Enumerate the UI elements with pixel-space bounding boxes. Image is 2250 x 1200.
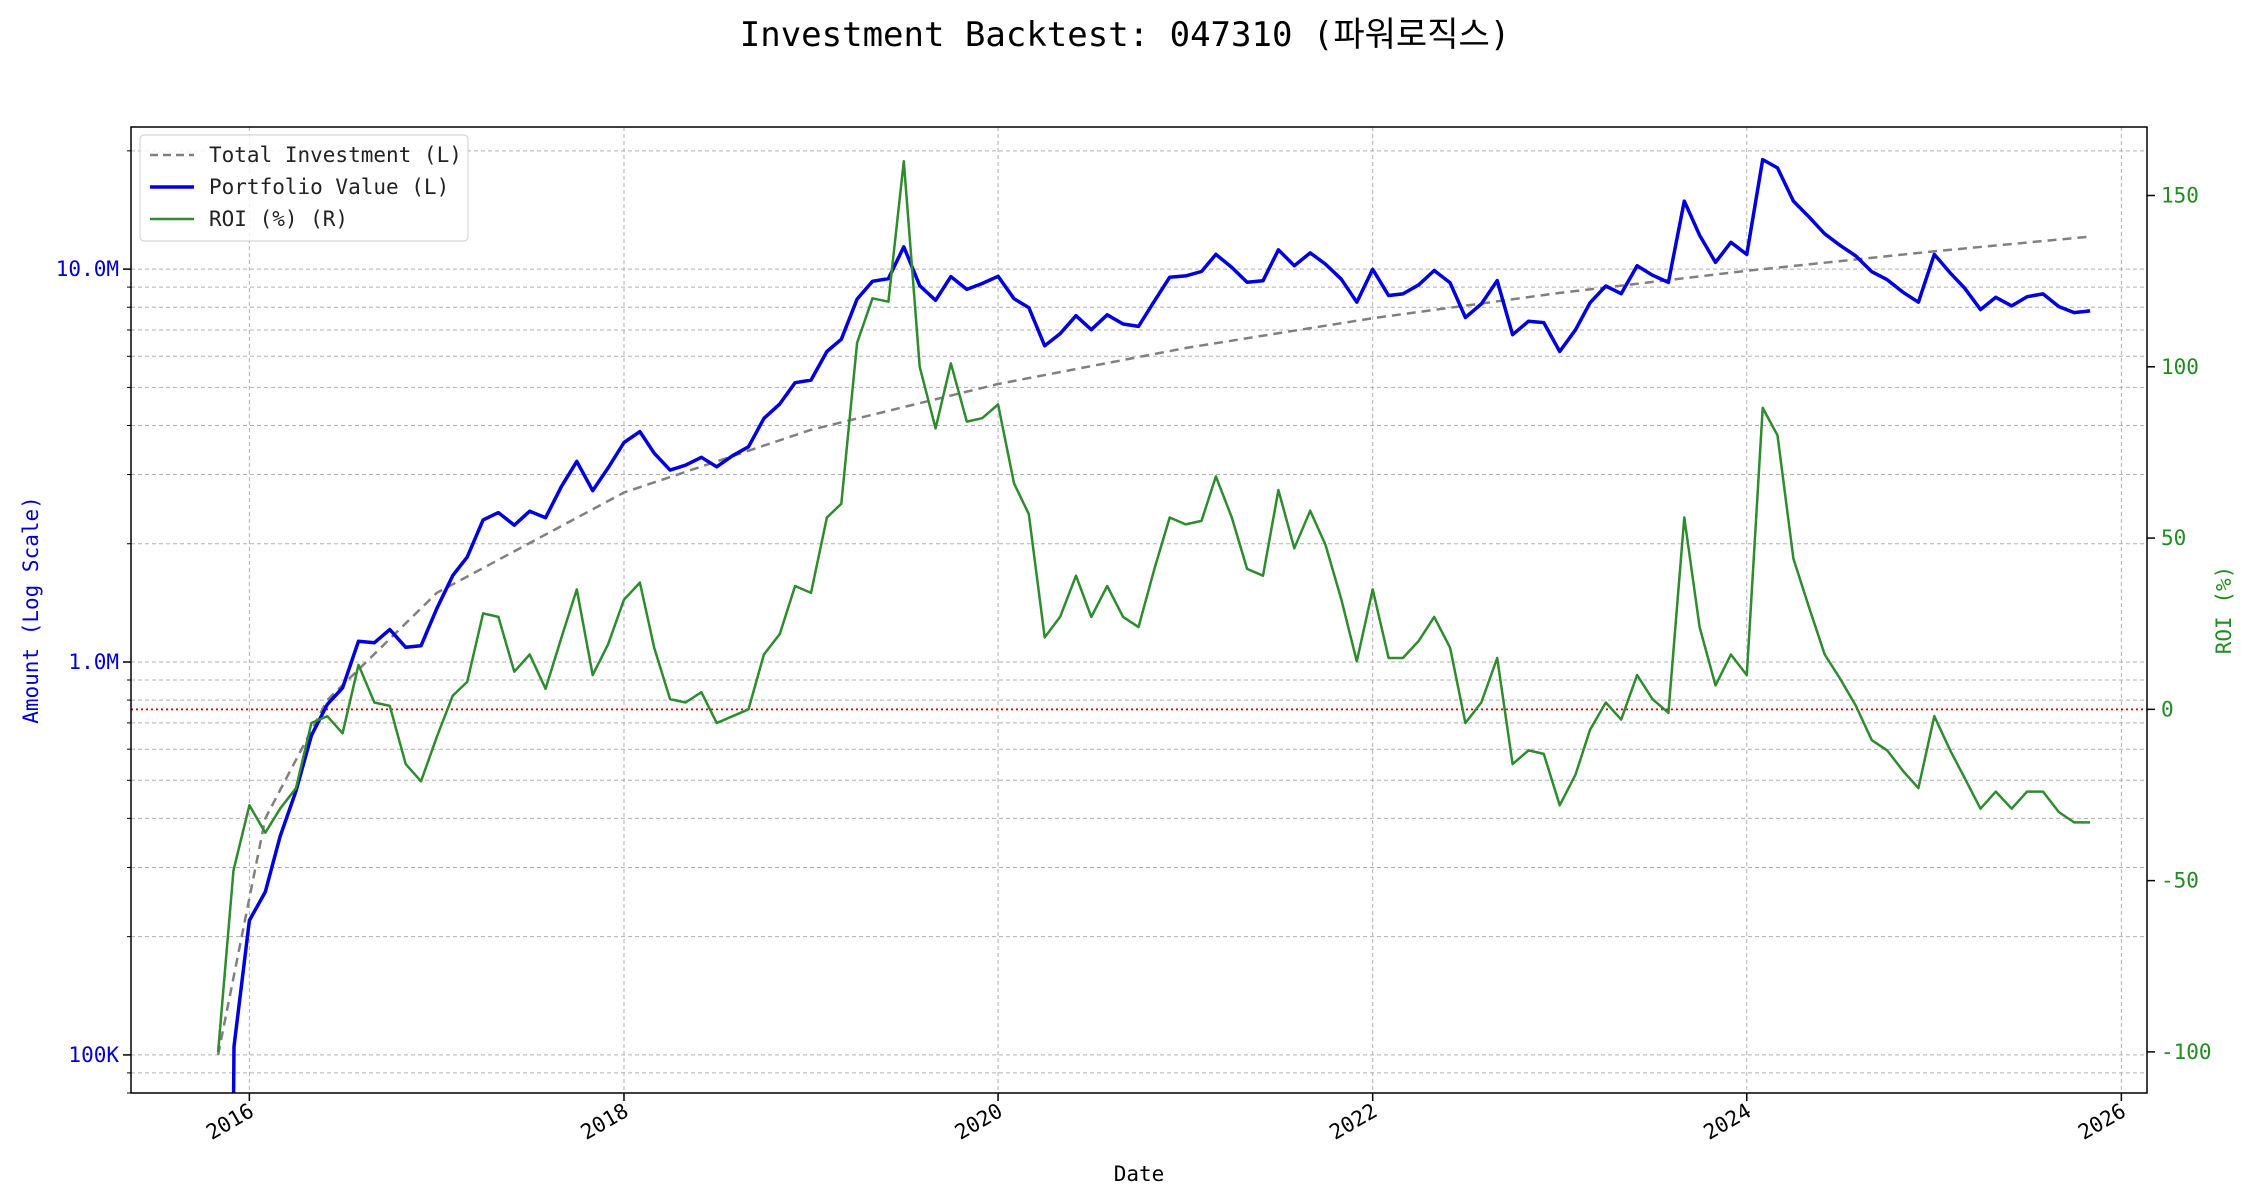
x-tick-label-2018: 2018 <box>577 1099 633 1145</box>
right-axis-label: ROI (%) <box>2212 566 2236 655</box>
x-tick-label-2016: 2016 <box>202 1099 258 1145</box>
grid-layer <box>131 127 2147 1094</box>
total-investment-line <box>216 235 2091 1056</box>
x-axis-ticks: 2016 2018 2020 2022 2024 2026 <box>202 1093 2130 1145</box>
x-tick-label-2026: 2026 <box>2074 1099 2130 1145</box>
left-tick-label-10.0M: 10.0M <box>56 257 119 281</box>
chart-title: Investment Backtest: 047310 (파워로직스) <box>740 15 1511 55</box>
left-tick-label-1.0M: 1.0M <box>68 650 119 674</box>
x-axis-label: Date <box>1114 1162 1165 1186</box>
x-tick-label-2022: 2022 <box>1325 1099 1381 1145</box>
right-tick-label--50: -50 <box>2161 869 2199 893</box>
roi-line <box>216 160 2091 1053</box>
right-tick-label-100: 100 <box>2161 355 2199 379</box>
legend: Total Investment (L) Portfolio Value (L)… <box>139 134 469 242</box>
right-tick-label-0: 0 <box>2161 697 2174 721</box>
right-axis-ticks: 150 100 50 0 -50 -100 <box>2147 184 2212 1064</box>
left-tick-label-100K: 100K <box>68 1043 119 1067</box>
legend-label-roi: ROI (%) (R) <box>209 207 348 231</box>
left-axis-label: Amount (Log Scale) <box>19 496 43 724</box>
legend-label-total: Total Investment (L) <box>209 143 462 167</box>
legend-box <box>139 134 469 242</box>
x-tick-label-2020: 2020 <box>951 1099 1007 1145</box>
right-tick-label-150: 150 <box>2161 184 2199 208</box>
left-axis-ticks: 100K 1.0M 10.0M <box>56 150 131 1094</box>
right-tick-label-50: 50 <box>2161 526 2186 550</box>
legend-label-portfolio: Portfolio Value (L) <box>209 175 449 199</box>
plot-frame <box>130 126 2148 1094</box>
right-tick-label--100: -100 <box>2161 1040 2212 1064</box>
portfolio-value-line <box>231 157 2091 1093</box>
x-tick-label-2024: 2024 <box>1699 1099 1755 1145</box>
series-layer <box>216 157 2091 1093</box>
